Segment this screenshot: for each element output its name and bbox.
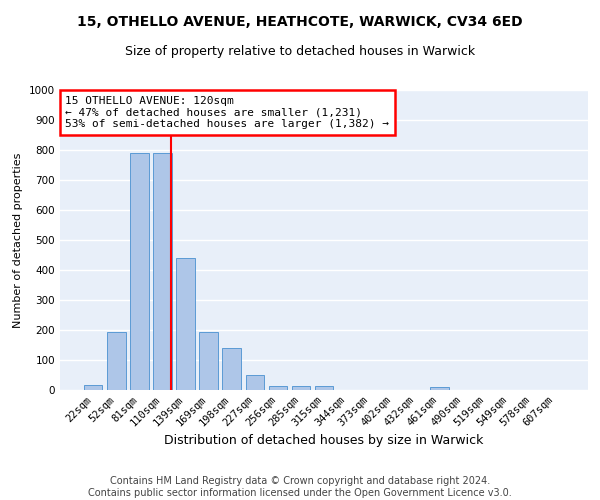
Bar (153, 153, 172, 390)
Text: 15 OTHELLO AVENUE: 120sqm
← 47% of detached houses are smaller (1,231)
53% of se: 15 OTHELLO AVENUE: 120sqm ← 47% of detac… (65, 96, 389, 129)
Bar (245, 375, 264, 390)
Bar (84, 384, 103, 390)
Text: Contains HM Land Registry data © Crown copyright and database right 2024.
Contai: Contains HM Land Registry data © Crown c… (88, 476, 512, 498)
Bar (315, 386, 333, 390)
Bar (107, 332, 125, 390)
Bar (176, 258, 195, 390)
Text: Size of property relative to detached houses in Warwick: Size of property relative to detached ho… (125, 45, 475, 58)
Bar (130, 153, 149, 390)
Text: 15, OTHELLO AVENUE, HEATHCOTE, WARWICK, CV34 6ED: 15, OTHELLO AVENUE, HEATHCOTE, WARWICK, … (77, 15, 523, 29)
Bar (223, 348, 241, 390)
X-axis label: Distribution of detached houses by size in Warwick: Distribution of detached houses by size … (164, 434, 484, 447)
Bar (269, 386, 287, 390)
Y-axis label: Number of detached properties: Number of detached properties (13, 152, 23, 328)
Bar (430, 387, 449, 390)
Bar (292, 386, 310, 390)
Bar (199, 332, 218, 390)
